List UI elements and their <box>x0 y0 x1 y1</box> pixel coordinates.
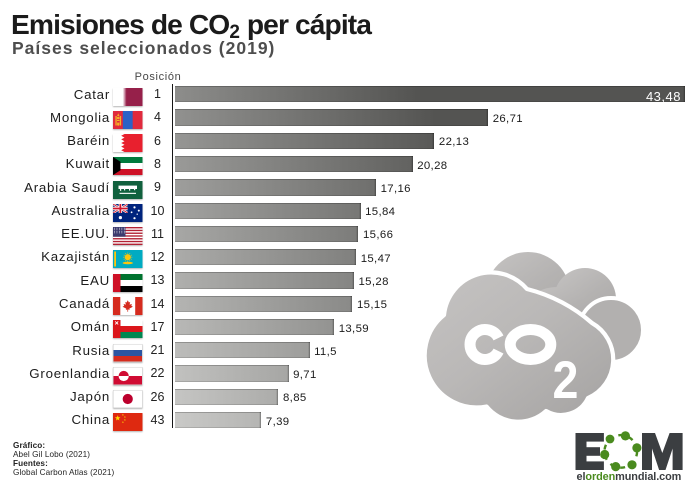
svg-text:elordenmundial.com: elordenmundial.com <box>577 471 682 483</box>
svg-text:2: 2 <box>553 350 579 409</box>
